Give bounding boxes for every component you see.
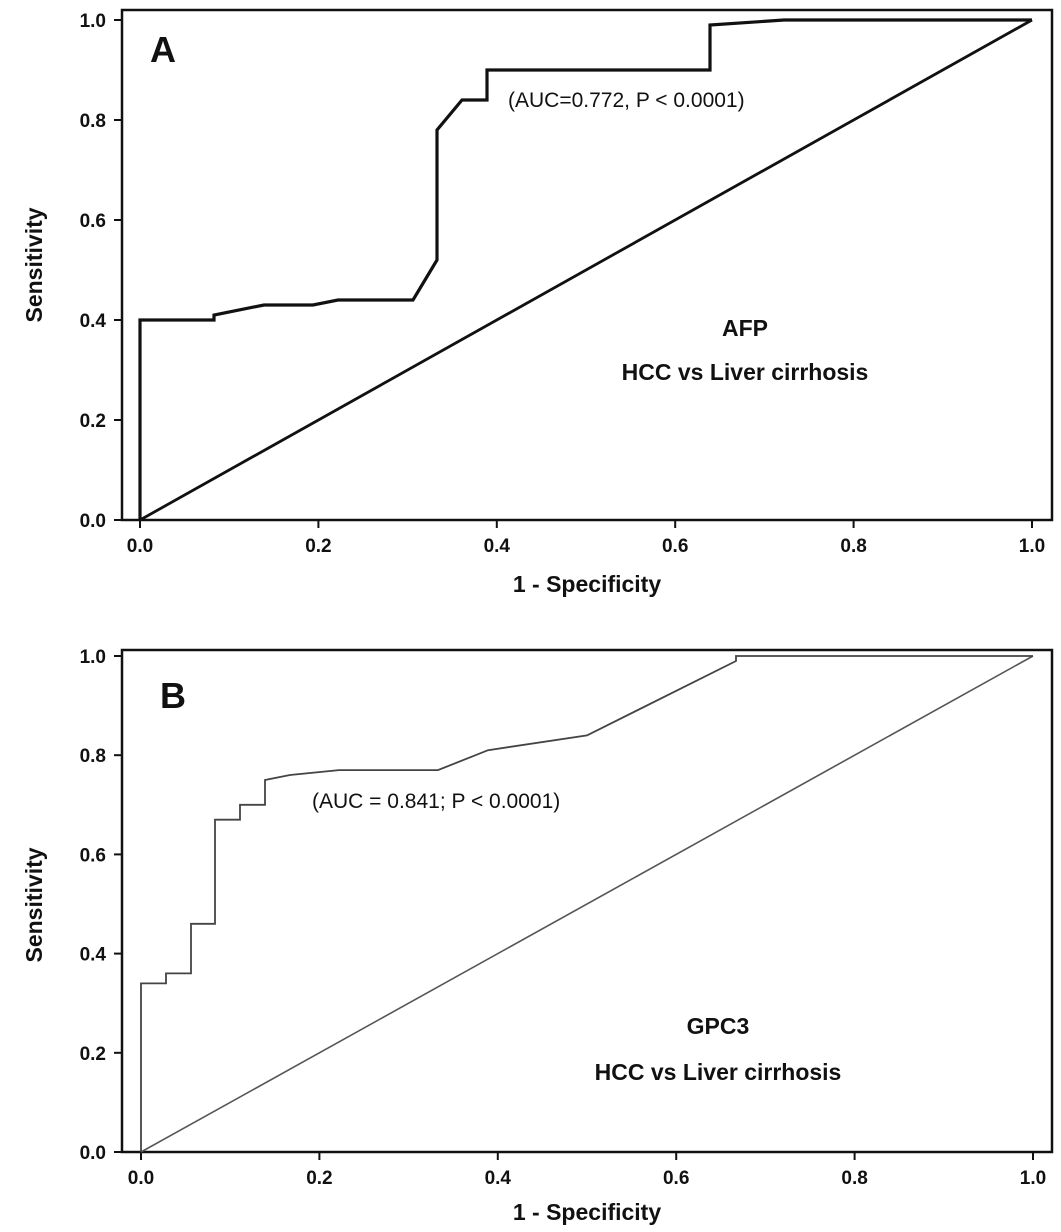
y-tick-label: 0.4 (80, 311, 107, 332)
panel-b: 0.00.20.40.60.81.0 0.0 0.2 0.4 0.6 0.8 1.0 B … (21, 647, 1054, 1225)
x-tick-label: 0.0 (128, 1168, 154, 1189)
comparison-label: HCC vs Liver cirrhosis (595, 1059, 842, 1085)
x-tick-label: 0.8 (840, 536, 866, 557)
roc-curve-afp (138, 18, 1032, 520)
y-tick-label: 1.0 (80, 647, 106, 668)
x-tick-label: 0.6 (662, 536, 688, 557)
roc-curve-gpc3 (140, 655, 1033, 1152)
plot-frame (120, 8, 1054, 522)
marker-name: AFP (722, 315, 768, 341)
x-tick-label: 0.0 (127, 536, 153, 557)
x-axis-title: 1 - Specificity (513, 1199, 661, 1225)
x-tick-label: 0.2 (305, 536, 331, 557)
y-tick-label: 0.0 (80, 1143, 106, 1164)
comparison-label: HCC vs Liver cirrhosis (622, 359, 869, 385)
x-tick-label: 0.4 (485, 1168, 512, 1189)
x-tick-label: 1.0 (1020, 1168, 1046, 1189)
panel-label: B (160, 675, 186, 716)
y-tick-label: 0.0 (80, 511, 106, 532)
x-tick-label: 0.6 (663, 1168, 689, 1189)
auc-annotation: (AUC=0.772, P < 0.0001) (508, 89, 745, 112)
x-tick-label: 0.8 (841, 1168, 867, 1189)
y-tick-label: 0.2 (80, 411, 106, 432)
x-axis: 0.0 0.2 0.4 0.6 0.8 1.0 (127, 520, 1045, 557)
x-axis: 0.0 0.2 0.4 0.6 0.8 1.0 (128, 1152, 1046, 1189)
x-tick-label: 1.0 (1019, 536, 1045, 557)
x-tick-label: 0.4 (484, 536, 511, 557)
panel-a: 0.00.20.40.60.81.0 0.0 0.2 0.4 0.6 0.8 1.0 A … (21, 8, 1054, 597)
y-tick-label: 0.4 (80, 945, 107, 966)
y-tick-label: 0.6 (80, 211, 106, 232)
x-tick-label: 0.2 (306, 1168, 332, 1189)
reference-diagonal-line (140, 655, 1034, 1153)
y-tick-label: 1.0 (80, 11, 106, 32)
y-axis-title: Sensitivity (21, 207, 47, 322)
reference-diagonal-line (139, 18, 1033, 522)
x-axis-title: 1 - Specificity (513, 571, 661, 597)
y-tick-label: 0.6 (80, 845, 106, 866)
y-axis-title: Sensitivity (21, 847, 47, 962)
marker-name: GPC3 (687, 1013, 750, 1039)
y-axis: 0.0 0.2 0.4 0.6 0.8 1.0 (80, 11, 122, 532)
panel-label: A (150, 29, 176, 70)
auc-annotation: (AUC = 0.841; P < 0.0001) (312, 790, 560, 813)
plot-frame (120, 648, 1054, 1154)
y-axis: 0.0 0.2 0.4 0.6 0.8 1.0 (80, 647, 122, 1164)
y-tick-label: 0.8 (80, 746, 106, 767)
y-tick-label: 0.8 (80, 111, 106, 132)
y-tick-label: 0.2 (80, 1044, 106, 1065)
